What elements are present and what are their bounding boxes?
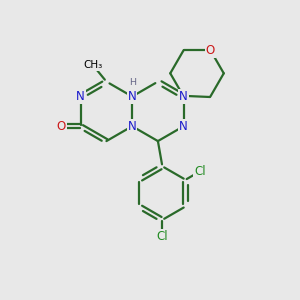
Text: Cl: Cl (194, 165, 206, 178)
Text: Cl: Cl (157, 230, 168, 243)
Text: H: H (129, 78, 136, 87)
Text: N: N (128, 120, 136, 133)
Text: N: N (128, 90, 136, 103)
Text: N: N (76, 90, 85, 103)
Text: N: N (179, 120, 188, 133)
Text: O: O (206, 44, 215, 57)
Text: CH₃: CH₃ (83, 60, 103, 70)
Text: N: N (179, 90, 188, 103)
Text: O: O (57, 120, 66, 133)
